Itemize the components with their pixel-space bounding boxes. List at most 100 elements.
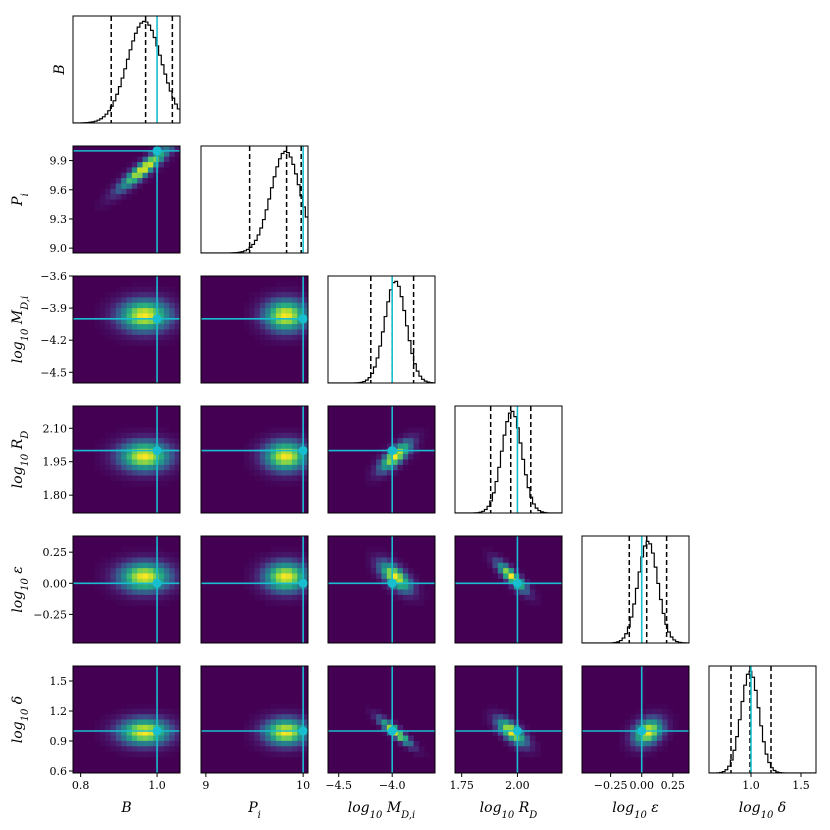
density-cell [672, 730, 679, 736]
density-cell [94, 313, 101, 320]
density-cell [667, 735, 674, 742]
density-cell [381, 546, 388, 553]
density-cell [131, 183, 138, 190]
density-cell [265, 448, 271, 455]
density-cell [121, 740, 127, 747]
density-cell [370, 454, 377, 460]
density-cell [259, 730, 266, 736]
density-cell [302, 557, 308, 564]
density-cell [121, 600, 127, 606]
density-cell [286, 568, 293, 574]
density-cell [169, 724, 175, 731]
density-cell [535, 589, 541, 596]
density-cell [370, 557, 377, 564]
density-cell [153, 735, 159, 742]
density-cell [126, 562, 133, 569]
density-cell [126, 454, 133, 460]
density-cell [376, 714, 382, 720]
density-cell [270, 297, 277, 304]
density-cell [147, 464, 154, 471]
density-cell [99, 735, 106, 742]
density-cell [270, 302, 277, 309]
density-cell [619, 740, 626, 747]
density-cell [646, 746, 652, 752]
density-cell [275, 292, 282, 298]
density-cell [376, 470, 382, 476]
density-cell [142, 470, 149, 476]
density-cell [418, 438, 425, 444]
density-cell [259, 334, 266, 341]
density-cell [529, 746, 536, 752]
density-cell [281, 464, 287, 471]
density-cell [281, 297, 287, 304]
density-cell [105, 313, 111, 320]
density-cell [281, 546, 287, 553]
density-cell [174, 735, 180, 742]
density-cell [137, 172, 143, 179]
density-cell [142, 459, 149, 466]
density-cell [126, 600, 133, 606]
density-cell [413, 751, 420, 758]
density-cell [158, 318, 165, 325]
density-cell [481, 714, 488, 720]
density-cell [524, 746, 531, 752]
density-cell [519, 751, 525, 758]
density-cell [508, 573, 515, 580]
density-cell [270, 584, 277, 590]
density-cell [286, 714, 293, 720]
density-cell [158, 568, 165, 574]
density-cell [137, 475, 143, 482]
density-cell [397, 562, 404, 569]
density-cell [297, 329, 303, 336]
density-cell [265, 454, 271, 460]
density-cell [286, 432, 293, 439]
density-cell [110, 470, 117, 476]
density-cell [286, 292, 293, 298]
density-cell [270, 464, 277, 471]
density-cell [174, 151, 180, 157]
density-cell [158, 151, 165, 157]
density-cell [115, 448, 122, 455]
density-cell [259, 459, 266, 466]
density-cell [397, 724, 404, 731]
density-cell [163, 448, 170, 455]
density-cell [667, 730, 674, 736]
density-cell [169, 151, 175, 157]
density-cell [386, 735, 393, 742]
density-cell [386, 459, 393, 466]
density-cell [291, 600, 298, 606]
density-cell [174, 589, 180, 596]
density-cell [297, 708, 303, 715]
density-cell [137, 178, 143, 184]
density-cell [158, 340, 165, 346]
density-cell [635, 751, 642, 758]
density-cell [270, 292, 277, 298]
density-cell [105, 297, 111, 304]
density-cell [169, 432, 175, 439]
ylabel-B: B [52, 64, 68, 75]
density-cell [254, 573, 261, 580]
density-cell [169, 459, 175, 466]
density-cell [142, 480, 149, 487]
density-cell [137, 292, 143, 298]
density-cell [487, 703, 493, 710]
density-cell [153, 746, 159, 752]
density-cell [259, 464, 266, 471]
density-cell [381, 448, 388, 455]
density-cell [481, 552, 488, 558]
density-cell [142, 318, 149, 325]
density-cell [281, 751, 287, 758]
density-cell [270, 746, 277, 752]
density-cell [254, 708, 261, 715]
density-cell [142, 151, 149, 157]
density-cell [265, 313, 271, 320]
density-cell [254, 459, 261, 466]
density-cell [651, 724, 658, 731]
density-cell [105, 470, 111, 476]
density-cell [270, 480, 277, 487]
xtick-label-logeps: 0.25 [661, 779, 686, 792]
density-cell [115, 178, 122, 184]
density-cell [169, 719, 175, 726]
density-cell [275, 568, 282, 574]
density-cell [508, 714, 515, 720]
